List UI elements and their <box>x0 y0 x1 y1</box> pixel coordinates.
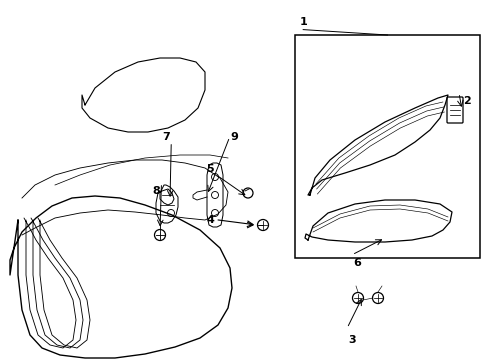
Text: 9: 9 <box>230 132 238 142</box>
Text: 6: 6 <box>352 258 360 268</box>
Bar <box>294 35 479 258</box>
Text: 4: 4 <box>206 215 214 225</box>
Text: 5: 5 <box>206 164 214 174</box>
Text: 3: 3 <box>347 335 355 345</box>
Text: 1: 1 <box>299 17 306 27</box>
Text: 2: 2 <box>462 96 470 106</box>
Text: 7: 7 <box>162 132 170 142</box>
Text: 8: 8 <box>152 186 160 196</box>
